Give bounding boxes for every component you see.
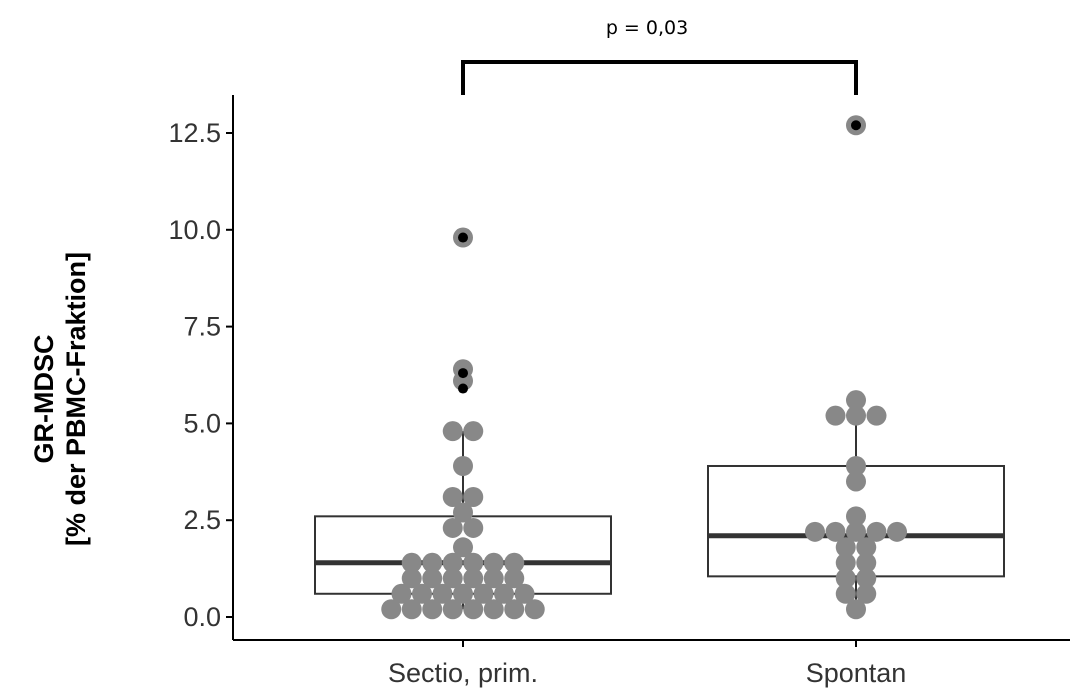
significance-bracket	[461, 60, 858, 95]
data-point	[856, 583, 877, 604]
data-point	[846, 405, 866, 426]
data-point	[453, 502, 473, 523]
y-axis-title-line2: [% der PBMC-Fraktion]	[61, 252, 91, 546]
data-point	[866, 405, 887, 426]
data-point	[856, 568, 877, 589]
data-point	[473, 583, 494, 604]
data-point	[463, 599, 484, 620]
y-tick-label: 5.0	[183, 408, 221, 438]
data-point	[825, 521, 846, 542]
data-point	[846, 455, 866, 476]
data-point	[835, 552, 856, 573]
data-point	[514, 583, 535, 604]
data-point	[524, 599, 545, 620]
data-point	[422, 599, 443, 620]
data-point	[866, 521, 887, 542]
data-point	[381, 599, 402, 620]
data-point	[442, 421, 463, 442]
data-point	[442, 486, 463, 507]
data-point	[422, 568, 443, 589]
data-point	[835, 537, 856, 558]
axes: 0.0 2.5 5.0 7.5 10.0 12.5 Sectio, prim. Spontan	[168, 95, 1070, 688]
data-point	[422, 552, 443, 573]
data-point	[846, 599, 866, 620]
bracket-line	[461, 60, 858, 95]
data-point	[846, 390, 866, 411]
data-point	[463, 486, 484, 507]
data-point	[846, 506, 866, 527]
data-point	[494, 583, 514, 604]
outlier-point	[458, 368, 468, 379]
y-tick-label: 7.5	[183, 312, 221, 342]
y-tick-label: 12.5	[168, 118, 221, 148]
outlier-points	[458, 120, 861, 394]
data-point	[825, 405, 846, 426]
data-point	[805, 521, 825, 542]
data-point	[453, 455, 473, 476]
data-point	[442, 552, 463, 573]
data-point	[483, 568, 504, 589]
data-point	[442, 568, 463, 589]
data-point	[412, 583, 432, 604]
outlier-point	[458, 383, 468, 394]
data-point	[453, 537, 473, 558]
data-point	[835, 568, 856, 589]
y-tick-label: 10.0	[168, 215, 221, 245]
data-point	[453, 583, 473, 604]
data-point	[401, 599, 422, 620]
y-tick-label: 0.0	[183, 602, 221, 632]
data-point	[463, 552, 484, 573]
data-point	[463, 568, 484, 589]
data-point	[887, 521, 907, 542]
data-point	[846, 471, 866, 492]
data-point	[432, 583, 453, 604]
data-point	[483, 599, 504, 620]
data-point	[846, 521, 866, 542]
data-point	[463, 517, 484, 538]
data-point	[856, 552, 877, 573]
data-points	[381, 115, 907, 620]
data-point	[442, 599, 463, 620]
data-point	[483, 552, 504, 573]
data-point	[401, 568, 422, 589]
x-tick-label: Sectio, prim.	[388, 658, 538, 688]
p-value-annotation: p = 0,03	[606, 17, 688, 39]
data-point	[856, 537, 877, 558]
data-point	[504, 568, 525, 589]
x-tick-label: Spontan	[806, 658, 907, 688]
data-point	[504, 599, 525, 620]
data-point	[391, 583, 412, 604]
data-point	[504, 552, 525, 573]
data-point	[442, 517, 463, 538]
y-tick-label: 2.5	[183, 505, 221, 535]
y-axis-title-line1: GR-MDSC	[29, 335, 59, 464]
data-point	[401, 552, 422, 573]
outlier-point	[851, 120, 861, 131]
data-point	[835, 583, 856, 604]
outlier-point	[458, 232, 468, 243]
data-point	[463, 421, 484, 442]
